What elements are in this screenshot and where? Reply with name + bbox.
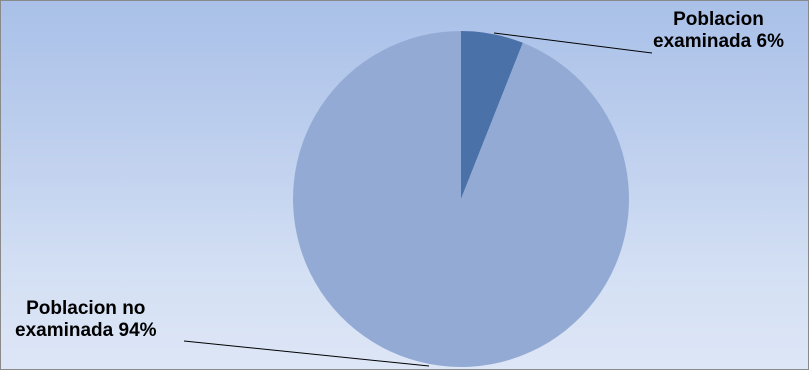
pie-slice-examined bbox=[461, 31, 523, 199]
pie-slice-not-examined bbox=[293, 31, 630, 367]
slice-label-not-examined-line1: Poblacion no bbox=[26, 298, 146, 319]
slice-label-not-examined: Poblacion no examinada 94% bbox=[15, 298, 157, 342]
slice-label-examined-line1: Poblacion bbox=[673, 9, 764, 30]
slice-label-examined-line2: examinada 6% bbox=[653, 31, 784, 52]
leader-line-not-examined bbox=[183, 340, 430, 367]
slice-label-examined: Poblacion examinada 6% bbox=[653, 9, 784, 53]
slice-label-not-examined-line2: examinada 94% bbox=[15, 320, 157, 341]
leader-line-examined bbox=[493, 32, 653, 54]
